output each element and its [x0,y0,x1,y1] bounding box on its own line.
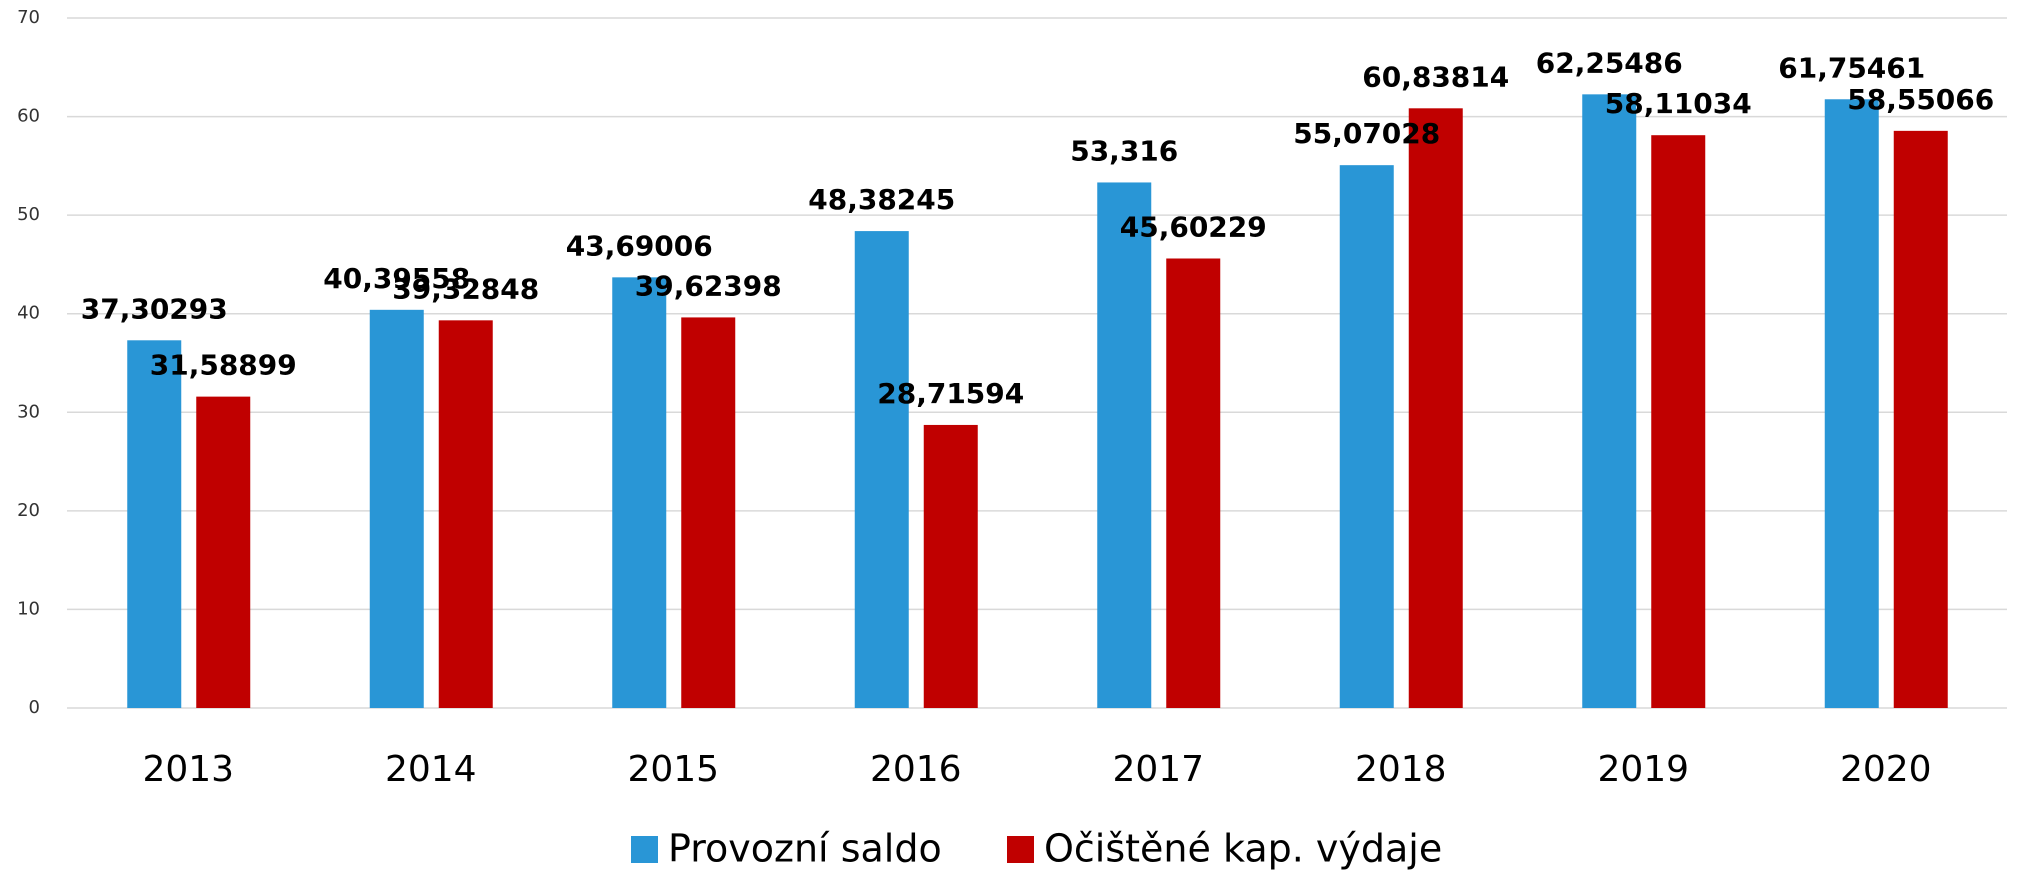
x-tick-label: 2019 [1597,749,1689,790]
data-label: 53,316 [1070,134,1178,167]
data-label: 60,83814 [1362,60,1509,93]
data-label: 37,30293 [81,292,228,325]
legend-swatch [631,836,658,863]
y-tick-label: 10 [17,598,40,619]
data-label: 39,32848 [392,272,539,305]
data-label: 31,58899 [150,349,297,382]
y-tick-label: 20 [17,500,40,521]
bar [1651,135,1706,709]
x-tick-label: 2016 [870,749,962,790]
data-label: 28,71594 [877,377,1024,410]
bar [612,277,667,708]
bar [1408,108,1463,709]
legend-label: Provozní saldo [668,827,942,871]
legend-swatch [1007,836,1034,863]
x-tick-label: 2014 [385,749,477,790]
y-tick-label: 60 [17,106,40,127]
data-label: 40,39558 [323,262,470,295]
bar [438,320,493,708]
bar [923,424,978,708]
x-tick-label: 2017 [1112,749,1204,790]
legend-label: Očištěné kap. výdaje [1044,827,1442,871]
bar [1166,258,1221,708]
bar [127,340,182,708]
x-tick-label: 2018 [1355,749,1447,790]
data-label: 58,11034 [1605,87,1752,120]
bar [1339,165,1394,709]
data-label: 58,55066 [1847,83,1994,116]
bar [1893,130,1948,708]
y-tick-label: 30 [17,401,40,422]
y-tick-label: 50 [17,204,40,225]
data-label: 61,75461 [1778,51,1925,84]
data-label: 62,25486 [1536,46,1683,79]
x-tick-label: 2020 [1840,749,1932,790]
y-tick-label: 40 [17,303,40,324]
data-label: 43,69006 [566,229,713,262]
data-label: 55,07028 [1293,117,1440,150]
bar [369,309,424,708]
x-tick-label: 2013 [142,749,234,790]
bar [1582,94,1637,708]
data-label: 48,38245 [808,183,955,216]
bar [681,317,736,708]
bar [1824,99,1879,708]
bar [1097,182,1152,709]
data-label: 45,60229 [1120,210,1267,243]
bar [196,396,251,708]
y-tick-label: 70 [17,7,40,28]
bar [854,231,909,708]
data-label: 39,62398 [635,269,782,302]
x-tick-label: 2015 [627,749,719,790]
y-tick-label: 0 [29,697,40,718]
